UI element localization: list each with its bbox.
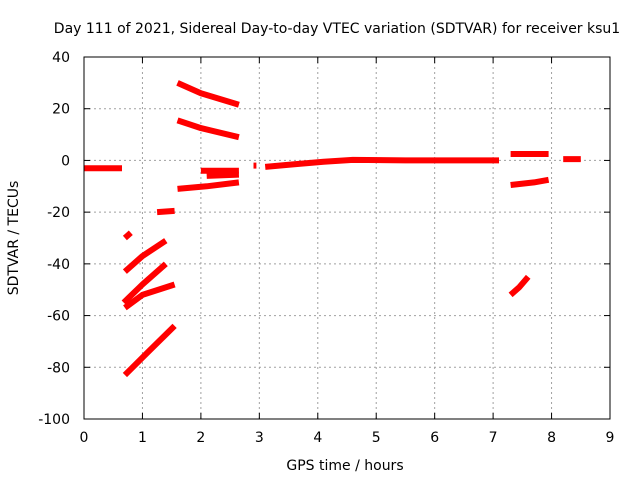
data-trace-10 (177, 179, 240, 192)
data-trace-14 (264, 156, 499, 170)
axis-ticks (83, 56, 611, 420)
data-trace-17 (508, 274, 531, 298)
data-trace-16 (510, 176, 550, 188)
x-tick-label: 9 (606, 430, 615, 446)
x-tick-label: 6 (430, 430, 439, 446)
data-trace-8 (176, 80, 240, 108)
y-axis-label: SDTVAR / TECUs (6, 181, 22, 296)
x-tick-label: 7 (489, 430, 498, 446)
y-tick-label: -20 (47, 205, 70, 221)
y-tick-label: 40 (52, 50, 70, 66)
y-tick-label: -100 (38, 412, 70, 428)
y-tick-label: 0 (61, 153, 70, 169)
x-tick-label: 2 (196, 430, 205, 446)
y-tick-label: -40 (47, 257, 70, 273)
x-tick-label: 5 (372, 430, 381, 446)
data-trace-9 (176, 117, 240, 141)
y-axis-tick-labels: -100 -80 -60 -40 -20 0 20 40 (38, 50, 70, 428)
x-tick-label: 1 (138, 430, 147, 446)
data-trace-6 (122, 323, 177, 378)
y-tick-label: -80 (47, 360, 70, 376)
x-tick-label: 0 (80, 430, 89, 446)
plot-frame (83, 56, 611, 420)
data-trace-2 (122, 230, 133, 241)
x-axis-label: GPS time / hours (286, 458, 403, 474)
data-trace-4 (121, 261, 168, 305)
y-tick-label: 20 (52, 102, 70, 118)
x-tick-label: 3 (255, 430, 264, 446)
data-trace-7 (156, 207, 175, 216)
y-tick-label: -60 (47, 309, 70, 325)
data-trace-5 (123, 281, 176, 311)
x-tick-label: 8 (547, 430, 556, 446)
data-traces (84, 80, 581, 378)
x-axis-tick-labels: 0 1 2 3 4 5 6 7 8 9 (80, 430, 615, 446)
grid-lines (84, 57, 610, 419)
chart-title: Day 111 of 2021, Sidereal Day-to-day VTE… (54, 21, 620, 37)
data-trace-12 (206, 171, 240, 179)
data-trace-3 (122, 238, 168, 274)
x-tick-label: 4 (313, 430, 322, 446)
